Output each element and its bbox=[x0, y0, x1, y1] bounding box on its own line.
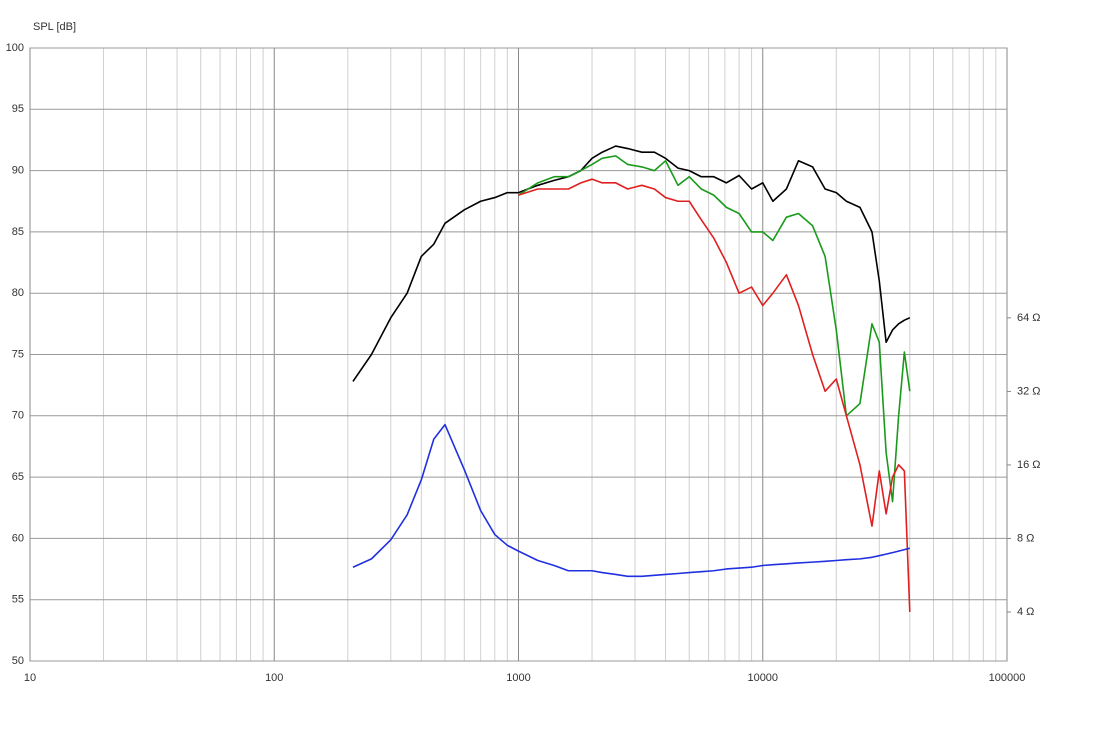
x-tick-label: 100 bbox=[265, 672, 283, 684]
y-tick-label: 70 bbox=[12, 410, 24, 422]
y-tick-label: 90 bbox=[12, 165, 24, 177]
x-tick-label: 100000 bbox=[989, 672, 1026, 684]
x-tick-label: 10000 bbox=[747, 672, 778, 684]
y-tick-label: 80 bbox=[12, 287, 24, 299]
y-tick-label: 100 bbox=[6, 42, 24, 54]
data-line bbox=[352, 423, 911, 578]
y2-tick-label: 8 Ω bbox=[1017, 532, 1034, 544]
y-tick-label: 65 bbox=[12, 471, 24, 483]
y2-tick-label: 32 Ω bbox=[1017, 385, 1041, 397]
data-line bbox=[518, 178, 911, 612]
y2-tick-label: 16 Ω bbox=[1017, 459, 1041, 471]
data-line bbox=[352, 145, 911, 382]
y-tick-label: 85 bbox=[12, 226, 24, 238]
x-tick-label: 1000 bbox=[506, 672, 530, 684]
y2-tick-label: 4 Ω bbox=[1017, 606, 1034, 618]
x-tick-label: 10 bbox=[24, 672, 36, 684]
y2-tick-label: 64 Ω bbox=[1017, 312, 1041, 324]
data-line bbox=[518, 155, 911, 503]
y-tick-label: 50 bbox=[12, 655, 24, 667]
y-tick-label: 60 bbox=[12, 532, 24, 544]
y-axis-label: SPL [dB] bbox=[33, 21, 76, 33]
y-tick-label: 75 bbox=[12, 348, 24, 360]
y-tick-label: 95 bbox=[12, 103, 24, 115]
y-tick-label: 55 bbox=[12, 594, 24, 606]
